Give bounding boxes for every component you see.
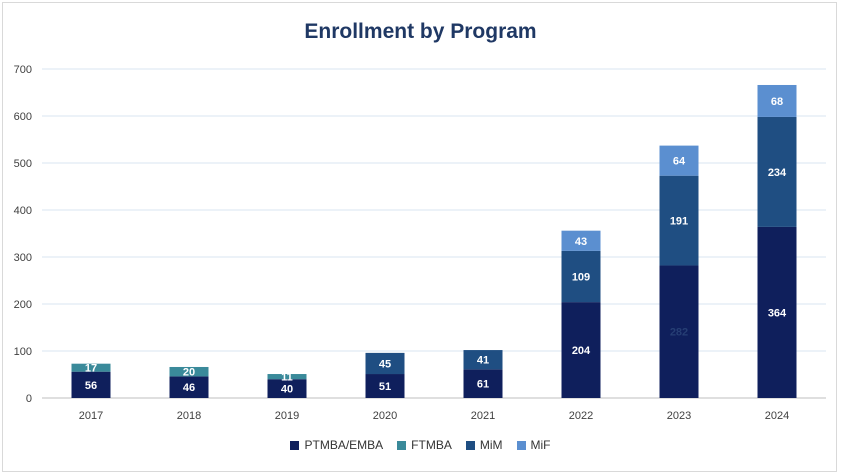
legend-item: FTMBA — [397, 438, 452, 452]
bar-segment — [561, 250, 601, 303]
bar-segment — [365, 352, 405, 375]
data-label: 41 — [477, 355, 489, 367]
y-tick-label: 300 — [14, 252, 32, 264]
bar-segment — [169, 366, 209, 377]
data-label: 11 — [281, 372, 293, 384]
bar-segment — [659, 145, 699, 176]
bar-segment — [365, 374, 405, 398]
legend-item: MiM — [465, 438, 503, 452]
data-label: 20 — [183, 367, 195, 379]
y-tick-label: 400 — [14, 205, 32, 217]
legend-label: PTMBA/EMBA — [304, 438, 384, 452]
data-label: 191 — [670, 216, 688, 228]
legend-label: MiM — [479, 438, 503, 452]
data-label: 56 — [85, 380, 97, 392]
chart-legend: PTMBA/EMBA FTMBA MiM MiF — [0, 438, 841, 452]
bar-segment — [71, 371, 111, 398]
legend-label: MiF — [530, 438, 551, 452]
data-label: 40 — [281, 384, 293, 396]
x-tick-label: 2021 — [471, 410, 495, 422]
legend-swatch — [290, 440, 300, 450]
legend-item: MiF — [516, 438, 551, 452]
bar-segment — [659, 265, 699, 398]
legend-swatch — [397, 440, 407, 450]
x-tick-label: 2018 — [177, 410, 201, 422]
bar-segment — [561, 230, 601, 251]
x-tick-label: 2017 — [79, 410, 103, 422]
y-tick-label: 500 — [14, 158, 32, 170]
y-tick-label: 200 — [14, 299, 32, 311]
data-label: 61 — [477, 379, 489, 391]
data-label: 46 — [183, 382, 195, 394]
bar-segment — [757, 226, 797, 398]
chart-title: Enrollment by Program — [304, 20, 537, 43]
bar-segment — [561, 302, 601, 398]
x-tick-label: 2020 — [373, 410, 397, 422]
x-tick-label: 2023 — [667, 410, 691, 422]
legend-item: PTMBA/EMBA — [290, 438, 383, 452]
data-label: 64 — [673, 156, 686, 168]
y-tick-label: 600 — [14, 111, 32, 123]
bar-segment — [463, 350, 503, 370]
legend-swatch — [465, 440, 475, 450]
data-label: 68 — [771, 96, 783, 108]
data-label: 282 — [670, 327, 688, 339]
y-tick-label: 0 — [26, 393, 32, 405]
bar-segment — [267, 379, 307, 398]
bar-segment — [757, 116, 797, 227]
x-tick-label: 2022 — [569, 410, 593, 422]
bar-segment — [659, 175, 699, 266]
data-label: 109 — [572, 272, 590, 284]
y-tick-label: 700 — [14, 64, 32, 76]
data-label: 43 — [575, 236, 587, 248]
bar-segment — [267, 374, 307, 380]
y-tick-label: 100 — [14, 346, 32, 358]
bar-segment — [71, 363, 111, 372]
data-label: 364 — [768, 307, 787, 319]
legend-swatch — [516, 440, 526, 450]
x-tick-label: 2024 — [765, 410, 789, 422]
bar-segment — [757, 84, 797, 117]
x-tick-label: 2019 — [275, 410, 299, 422]
bar-segment — [463, 369, 503, 398]
data-label: 51 — [379, 381, 391, 393]
data-label: 204 — [572, 345, 591, 357]
data-label: 45 — [379, 358, 391, 370]
data-label: 17 — [85, 363, 97, 375]
data-label: 234 — [768, 167, 787, 179]
bar-segment — [169, 376, 209, 398]
legend-label: FTMBA — [411, 438, 452, 452]
